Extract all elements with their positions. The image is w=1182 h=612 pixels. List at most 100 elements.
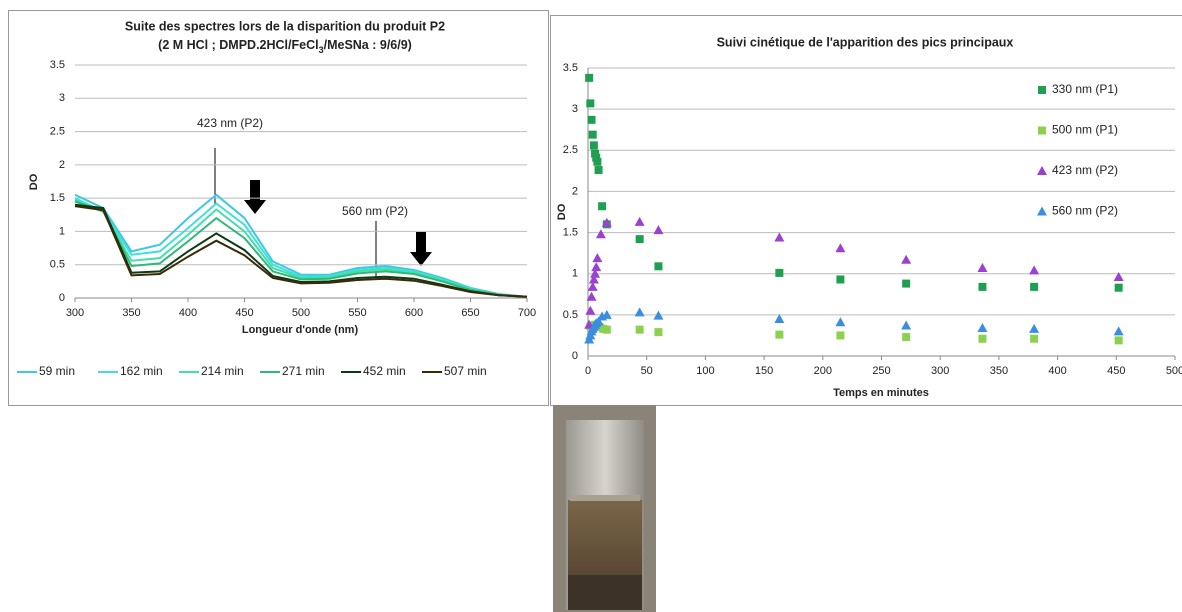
x-tick-label: 300 — [931, 365, 949, 377]
chart-title: Suite des spectres lors de la disparitio… — [125, 19, 445, 33]
legend-label: 162 min — [120, 364, 163, 378]
point — [902, 279, 911, 288]
subtitle-subscript: 3 — [319, 45, 324, 55]
point — [1114, 336, 1123, 345]
chart-title: Suivi cinétique de l'apparition des pics… — [717, 35, 1014, 49]
point — [653, 310, 664, 320]
point — [602, 325, 611, 334]
legend-swatch — [1038, 86, 1046, 94]
point — [835, 317, 846, 327]
point — [591, 262, 602, 272]
point — [654, 328, 663, 337]
point — [1029, 265, 1040, 275]
y-tick-label: 2 — [59, 159, 65, 171]
y-tick-label: 1 — [572, 268, 578, 280]
spectrum-line — [74, 200, 528, 298]
point — [591, 149, 600, 158]
legend-label: 500 nm (P1) — [1052, 123, 1118, 137]
x-tick-label: 550 — [348, 307, 366, 319]
point — [593, 157, 602, 166]
x-tick-label: 700 — [518, 307, 536, 319]
right-chart-frame — [550, 15, 1182, 406]
point — [590, 268, 601, 278]
x-tick-label: 250 — [872, 365, 890, 377]
point — [588, 130, 597, 139]
x-tick-label: 100 — [696, 365, 714, 377]
point — [593, 316, 604, 326]
point — [775, 330, 784, 339]
annotations: 423 nm (P2) 560 nm (P2) — [197, 116, 432, 280]
cuvette-liquid — [568, 500, 642, 575]
legend-swatch — [1038, 126, 1046, 135]
legend-label: 560 nm (P2) — [1052, 204, 1118, 218]
spectrum-line — [74, 199, 528, 298]
legend-label: 330 nm (P1) — [1052, 82, 1118, 96]
point — [635, 325, 644, 334]
y-tick-label: 2.5 — [50, 125, 65, 137]
spectrum-line — [74, 193, 528, 298]
point — [594, 166, 603, 175]
point — [1030, 334, 1039, 343]
y-tick-label: 0.5 — [563, 309, 578, 321]
point — [774, 232, 785, 242]
annotation: 560 nm (P2) — [342, 204, 408, 218]
x-tick-label: 500 — [1166, 365, 1182, 377]
y-tick-label: 3.5 — [563, 62, 578, 74]
chart-subtitle: (2 M HCl ; DMPD.2HCl/FeCl3/MeSNa : 9/6/9… — [158, 38, 412, 55]
y-tick-label: 1.5 — [50, 192, 65, 204]
point — [774, 313, 785, 323]
y-tick-label: 0 — [572, 350, 578, 362]
x-tick-label: 600 — [405, 307, 423, 319]
cuvette-photo — [553, 405, 656, 612]
point — [1029, 323, 1040, 333]
x-axis-label: Temps en minutes — [833, 387, 929, 399]
point — [585, 73, 594, 82]
point — [901, 320, 912, 330]
x-tick-label: 350 — [990, 365, 1008, 377]
point — [1030, 282, 1039, 291]
legend-label: 271 min — [282, 364, 325, 378]
y-tick-label: 0 — [59, 292, 65, 304]
point — [1113, 272, 1124, 282]
point — [634, 307, 645, 317]
y-tick-label: 3 — [572, 103, 578, 115]
x-axis-label: Longueur d'onde (nm) — [242, 324, 359, 336]
legend-label: 214 min — [201, 364, 244, 378]
legend-label: 452 min — [363, 364, 406, 378]
point — [587, 115, 596, 124]
point — [588, 274, 599, 284]
x-tick-label: 50 — [641, 365, 653, 377]
point — [601, 309, 612, 319]
x-tick-label: 450 — [1107, 365, 1125, 377]
point — [978, 282, 987, 291]
point — [635, 235, 644, 244]
point — [1114, 283, 1123, 292]
meniscus — [570, 495, 640, 501]
arrow — [244, 180, 266, 214]
y-axis-label: DO — [556, 203, 568, 220]
point — [901, 254, 912, 264]
x-tick-label: 450 — [235, 307, 253, 319]
legend-label: 507 min — [444, 364, 487, 378]
legend-label: 59 min — [39, 364, 75, 378]
subtitle-part: /MeSNa : 9/6/9) — [324, 38, 412, 52]
point — [653, 225, 664, 235]
point — [775, 268, 784, 277]
x-tick-label: 0 — [585, 365, 591, 377]
y-tick-label: 1 — [59, 225, 65, 237]
point — [836, 275, 845, 284]
point — [587, 281, 598, 291]
legend-swatch — [1037, 166, 1047, 175]
y-tick-label: 2 — [572, 185, 578, 197]
x-tick-label: 400 — [1048, 365, 1066, 377]
point — [585, 305, 596, 315]
x-tick-label: 400 — [179, 307, 197, 319]
legend-swatch — [1037, 206, 1047, 216]
point — [598, 202, 607, 211]
point — [978, 334, 987, 343]
spectrum-line — [74, 203, 528, 298]
x-tick-label: 300 — [66, 307, 84, 319]
y-axis-label: DO — [28, 173, 40, 190]
point — [835, 243, 846, 253]
